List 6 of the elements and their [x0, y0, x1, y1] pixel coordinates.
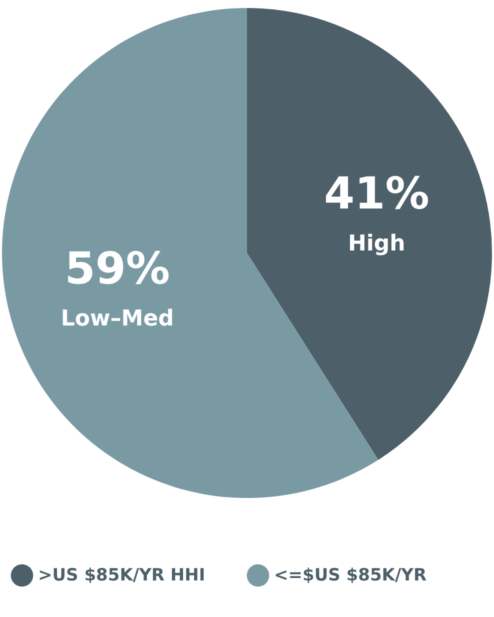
data-label: 41%: [324, 168, 430, 220]
data-label: 59%: [64, 244, 170, 295]
text: High: [348, 231, 406, 256]
text: Low–Med: [60, 306, 174, 332]
legend-label: >US $85K/YR HHI: [38, 565, 206, 586]
legend-label: <=$US $85K/YR: [274, 565, 427, 586]
